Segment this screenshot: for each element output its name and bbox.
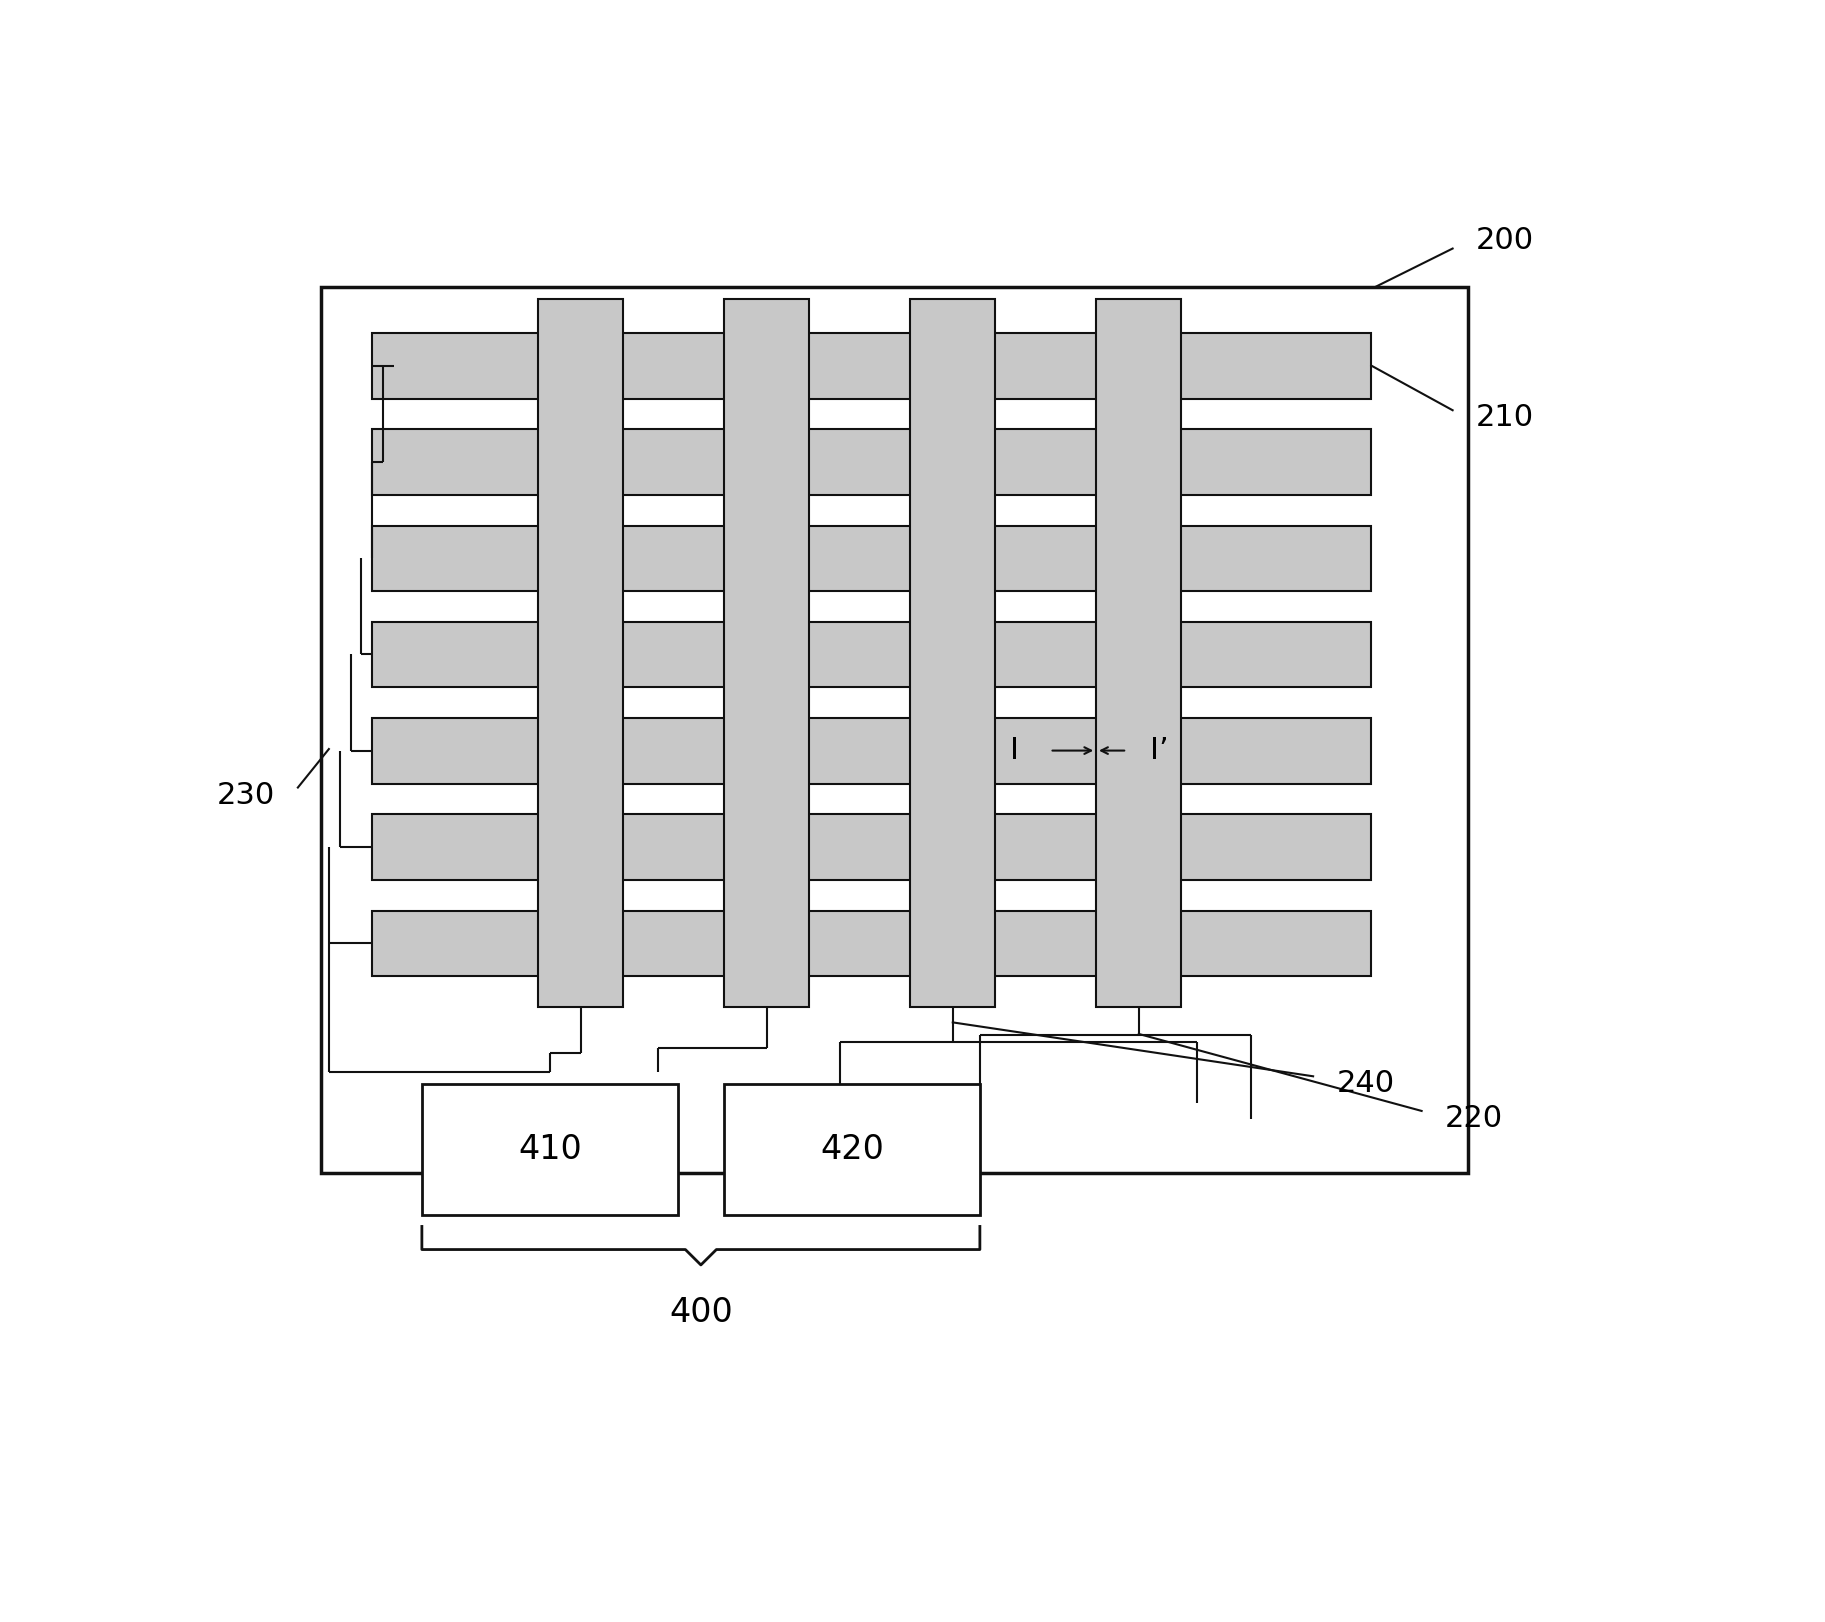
Bar — [1097, 298, 1181, 1007]
Bar — [372, 526, 1371, 590]
Text: I: I — [1009, 736, 1018, 766]
Text: 420: 420 — [819, 1132, 883, 1166]
Bar — [372, 430, 1371, 495]
Bar — [372, 333, 1371, 399]
Bar — [725, 1083, 980, 1215]
Text: 410: 410 — [518, 1132, 582, 1166]
Text: I’: I’ — [1150, 736, 1170, 766]
Bar — [372, 719, 1371, 783]
Text: 230: 230 — [217, 780, 274, 809]
Bar — [321, 287, 1467, 1173]
Text: 240: 240 — [1336, 1069, 1394, 1098]
Text: 400: 400 — [670, 1296, 734, 1328]
Bar — [422, 1083, 677, 1215]
Bar — [372, 814, 1371, 881]
Text: 210: 210 — [1476, 404, 1535, 433]
Bar — [372, 910, 1371, 976]
Text: 200: 200 — [1476, 227, 1535, 255]
Bar — [538, 298, 624, 1007]
Bar — [372, 621, 1371, 688]
Text: 220: 220 — [1445, 1105, 1504, 1134]
Bar — [911, 298, 995, 1007]
Bar — [725, 298, 808, 1007]
